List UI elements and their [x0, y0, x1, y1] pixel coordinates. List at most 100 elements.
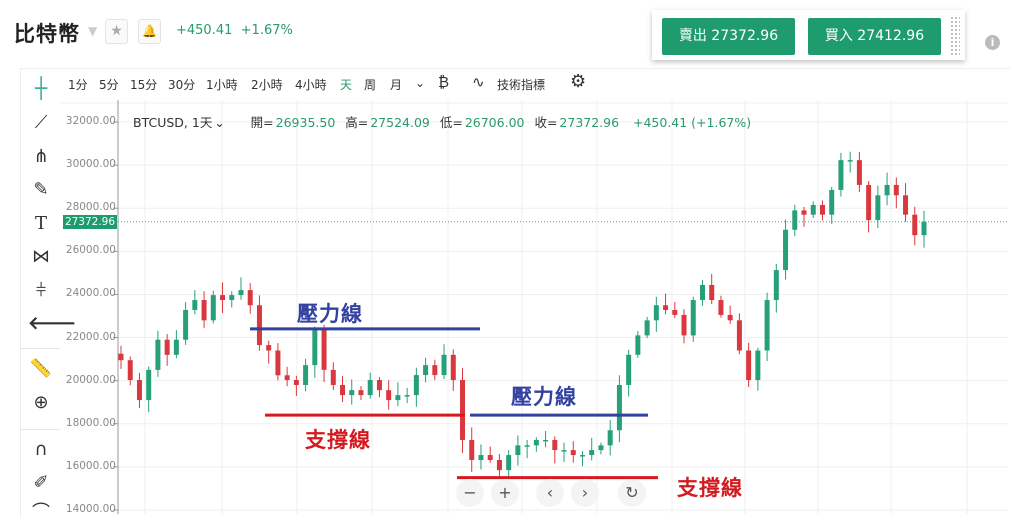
candle-down: [487, 455, 493, 460]
tf-30m[interactable]: 30分: [168, 78, 196, 92]
crosshair-icon[interactable]: ┼: [34, 76, 48, 100]
candle-up: [183, 309, 189, 340]
tf-4h[interactable]: 4小時: [295, 78, 327, 92]
candle-up: [829, 189, 835, 215]
title-dropdown-icon[interactable]: ▼: [88, 24, 98, 38]
y-tick-label: 18000.00: [65, 416, 116, 429]
price-chart[interactable]: [0, 0, 1012, 514]
divider: [20, 348, 60, 349]
candle-type-icon[interactable]: ₿: [438, 73, 450, 91]
back-arrow-icon[interactable]: 🡐: [28, 313, 77, 334]
candle-down: [386, 390, 392, 401]
pitchfork-icon[interactable]: ⋔: [33, 146, 49, 167]
indicators-button[interactable]: 技術指標: [497, 78, 546, 92]
text-icon[interactable]: T: [34, 213, 47, 234]
brush-icon[interactable]: ✎: [33, 179, 49, 200]
candle-down: [340, 384, 346, 396]
candle-up: [847, 160, 853, 162]
low-label: 低=: [439, 115, 463, 130]
tf-week[interactable]: 周: [364, 78, 377, 92]
candle-up: [173, 339, 179, 355]
candle-down: [247, 290, 253, 306]
open-label: 開=: [250, 115, 274, 130]
candle-up: [579, 455, 585, 457]
resistance-label: 壓力線: [297, 301, 363, 326]
info-icon[interactable]: i: [985, 35, 1000, 50]
candle-up: [773, 270, 779, 301]
candle-up: [755, 350, 761, 381]
candle-up: [783, 229, 789, 271]
candle-up: [515, 445, 521, 456]
reset-chart-button[interactable]: ↻: [618, 479, 646, 507]
star-icon[interactable]: ★: [105, 19, 128, 44]
gear-icon[interactable]: ⚙: [570, 71, 587, 92]
candle-up: [367, 380, 373, 396]
scroll-left-button[interactable]: ‹: [536, 479, 564, 507]
candle-down: [432, 365, 438, 376]
candle-down: [912, 214, 918, 236]
candle-up: [653, 305, 659, 321]
price-change: +450.41 +1.67%: [176, 23, 293, 38]
candle-up: [616, 384, 622, 431]
candle-down: [727, 314, 733, 321]
candle-up: [303, 365, 309, 385]
candle-up: [561, 450, 567, 452]
candle-up: [635, 335, 641, 355]
candle-down: [330, 369, 336, 385]
low-value: 26706.00: [464, 115, 525, 130]
tf-month[interactable]: 月: [390, 78, 403, 92]
candle-up: [875, 195, 881, 221]
candle-down: [450, 354, 456, 381]
tf-day[interactable]: 天: [340, 78, 353, 92]
candle-up: [229, 295, 235, 301]
drag-handle-icon[interactable]: [950, 16, 960, 56]
buy-button[interactable]: 買入 27412.96: [808, 18, 941, 55]
symbol-label[interactable]: BTCUSD, 1天: [133, 115, 213, 130]
tf-more-icon[interactable]: ⌄: [415, 76, 426, 90]
candle-down: [801, 210, 807, 215]
more-tools-icon[interactable]: ⌒: [32, 502, 50, 523]
lock-drawing-icon[interactable]: ✐: [33, 472, 49, 493]
zoom-in-icon[interactable]: ⊕: [33, 392, 49, 413]
candle-up: [210, 295, 216, 321]
candle-down: [819, 204, 825, 215]
tf-15m[interactable]: 15分: [130, 78, 158, 92]
tf-1h[interactable]: 1小時: [206, 78, 238, 92]
sell-button[interactable]: 賣出 27372.96: [662, 18, 795, 55]
trend-line-icon[interactable]: ⟋: [34, 112, 48, 133]
candle-down: [681, 314, 687, 336]
candle-up: [146, 369, 152, 401]
candle-down: [266, 345, 272, 351]
tf-5m[interactable]: 5分: [99, 78, 119, 92]
bell-icon[interactable]: 🔔: [138, 19, 161, 44]
drawing-toolbar: ┼ ⟋ ⋔ ✎ T ⋈ ⫩ 🡐 📏 ⊕ ∩ ✐ ⌒: [20, 68, 77, 523]
candle-down: [552, 439, 558, 451]
candle-down: [358, 390, 364, 396]
candle-up: [598, 445, 604, 451]
candle-up: [838, 160, 844, 190]
candle-down: [893, 184, 899, 196]
candle-down: [709, 284, 715, 301]
zoom-in-button[interactable]: +: [491, 479, 519, 507]
zoom-out-button[interactable]: −: [456, 479, 484, 507]
y-tick-label: 28000.00: [65, 201, 116, 214]
indicators-icon[interactable]: ∿: [472, 73, 485, 91]
candle-up: [238, 290, 244, 296]
high-value: 27524.09: [370, 115, 430, 130]
candle-down: [469, 439, 475, 460]
tf-2h[interactable]: 2小時: [251, 78, 283, 92]
prediction-icon[interactable]: ⫩: [35, 280, 47, 301]
tf-1m[interactable]: 1分: [68, 78, 88, 92]
candle-down: [321, 330, 327, 370]
pattern-icon[interactable]: ⋈: [32, 246, 50, 267]
change-percent: +1.67%: [240, 23, 293, 38]
symbol-caret-icon[interactable]: ⌄: [214, 115, 225, 130]
scroll-right-button[interactable]: ›: [571, 479, 599, 507]
y-tick-label: 14000.00: [65, 503, 116, 515]
ruler-icon[interactable]: 📏: [29, 358, 53, 379]
candle-down: [460, 380, 466, 440]
magnet-icon[interactable]: ∩: [34, 439, 48, 460]
support-label: 支撐線: [305, 428, 371, 453]
candle-up: [764, 300, 770, 351]
candle-up: [644, 320, 650, 336]
